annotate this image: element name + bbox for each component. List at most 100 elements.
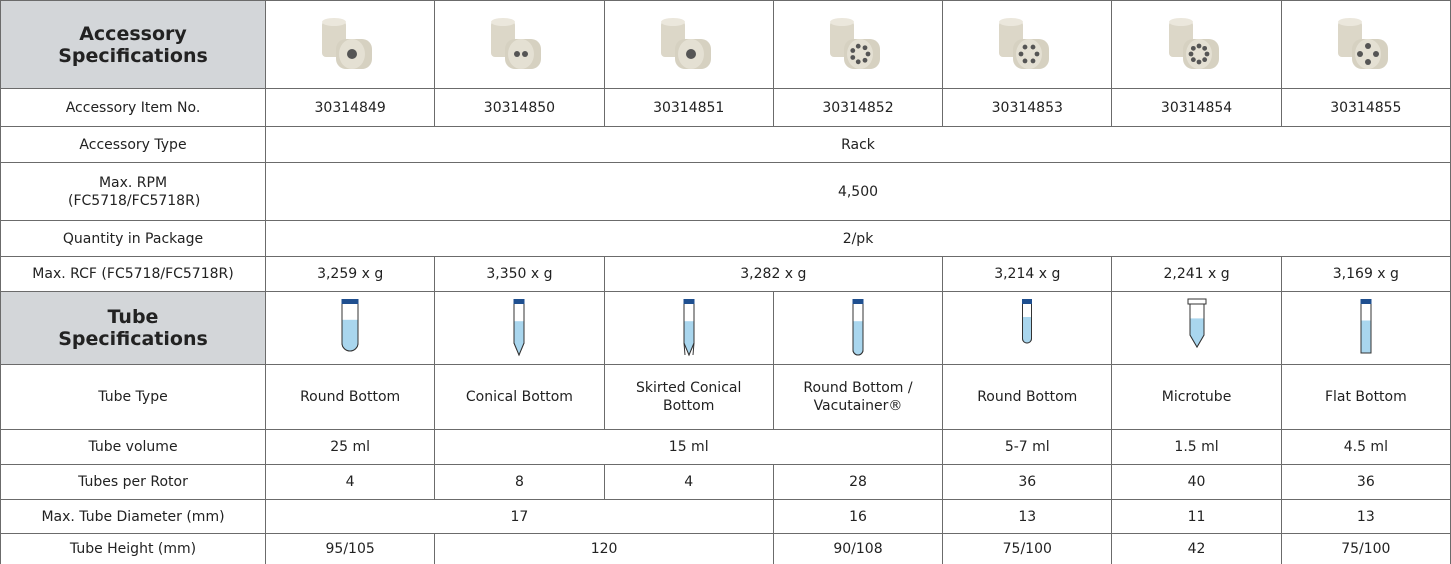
tube-image — [772, 291, 944, 365]
tube-cap — [513, 299, 525, 304]
tube-liquid — [1189, 318, 1204, 347]
cell-text: Round Bottom / Vacutainer® — [803, 380, 913, 414]
hole — [1196, 59, 1201, 64]
tube-liquid — [514, 321, 525, 355]
hole — [1030, 58, 1036, 63]
cell: 16 — [772, 499, 944, 534]
hole — [1190, 56, 1196, 62]
hole — [862, 57, 868, 63]
section-title-text: Tube Specifications — [58, 306, 208, 350]
tube-header-row: Tube Specifications — [0, 291, 1451, 365]
rack-face — [1016, 38, 1043, 69]
hole — [522, 50, 529, 57]
row-label: Quantity in Package — [0, 220, 266, 257]
section-title: Accessory Specifications — [0, 0, 266, 89]
hole — [865, 51, 871, 56]
hole — [1018, 51, 1024, 56]
row: Tube Height (mm) 95/105 120 90/108 75/10… — [0, 533, 1451, 564]
cell: 30314853 — [942, 88, 1113, 127]
cell: 30314850 — [434, 88, 605, 127]
rack-image — [1111, 0, 1282, 89]
cell: 3,282 x g — [603, 256, 944, 292]
row: Accessory Item No. 30314849 30314850 303… — [0, 88, 1451, 127]
cell: Skirted Conical Bottom — [603, 364, 774, 430]
cell: 95/105 — [264, 533, 436, 564]
tube-icon — [341, 299, 359, 352]
tube-icon — [683, 299, 695, 357]
cell: 3,169 x g — [1280, 256, 1451, 292]
cell: 30314854 — [1111, 88, 1282, 127]
tube-liquid — [852, 321, 863, 355]
cell: 25 ml — [264, 429, 436, 465]
cell: 36 — [942, 464, 1113, 500]
cell: Round Bottom — [942, 364, 1113, 430]
cell: 17 — [265, 499, 774, 534]
cell: 4,500 — [265, 162, 1451, 221]
tube-icon — [852, 299, 864, 356]
row: Max. RCF (FC5718/FC5718R) 3,259 x g 3,35… — [0, 256, 1451, 292]
tube-liquid — [342, 319, 359, 351]
cell: 30314851 — [603, 88, 774, 127]
rack-icon — [999, 17, 1050, 69]
tube-cap — [1022, 299, 1033, 304]
cell: 4 — [264, 464, 436, 500]
hole — [1364, 42, 1371, 49]
row: Tube Type Round Bottom Conical Bottom Sk… — [0, 364, 1451, 430]
tube-icon — [1360, 299, 1372, 354]
cell: 75/100 — [1280, 533, 1451, 564]
hole — [685, 48, 696, 59]
cell: 42 — [1111, 533, 1282, 564]
cell: 30314852 — [772, 88, 944, 127]
hole — [1022, 44, 1028, 49]
row: Tubes per Rotor 4 8 4 28 36 40 36 — [0, 464, 1451, 500]
section-title: Tube Specifications — [0, 291, 266, 365]
hole — [1364, 58, 1371, 65]
cell: 30314849 — [264, 88, 436, 127]
row-label: Max. RCF (FC5718/FC5718R) — [0, 256, 266, 292]
cell: 3,350 x g — [434, 256, 605, 292]
rack-image — [942, 0, 1113, 89]
rack-face — [508, 38, 535, 69]
cell: Rack — [265, 126, 1451, 163]
rack-icon — [660, 17, 711, 69]
hole — [1190, 45, 1196, 51]
cell: 5-7 ml — [942, 429, 1113, 465]
cell: 28 — [772, 464, 944, 500]
hole — [1201, 56, 1207, 62]
hole — [1030, 44, 1036, 49]
cell: 90/108 — [772, 533, 944, 564]
rack-top — [322, 17, 347, 26]
hole — [855, 43, 861, 49]
cell: 4.5 ml — [1280, 429, 1451, 465]
cell: 3,214 x g — [942, 256, 1113, 292]
hole — [514, 50, 521, 57]
tube-cap — [852, 299, 864, 304]
row-label: Max. Tube Diameter (mm) — [0, 499, 266, 534]
row: Max. Tube Diameter (mm) 17 16 13 11 13 — [0, 499, 1451, 534]
hole — [855, 58, 861, 64]
tube-liquid — [1022, 317, 1032, 343]
rack-icon — [491, 17, 542, 69]
row-label-text: Max. RPM (FC5718/FC5718R) — [68, 174, 201, 209]
cell: 30314855 — [1280, 88, 1451, 127]
cell: 2/pk — [265, 220, 1451, 257]
row: Max. RPM (FC5718/FC5718R) 4,500 — [0, 162, 1451, 221]
rack-icon — [829, 17, 880, 69]
hole — [1201, 45, 1207, 51]
row-label: Max. RPM (FC5718/FC5718R) — [0, 162, 266, 221]
tube-cap — [1187, 298, 1207, 305]
tube-skirt — [683, 342, 695, 356]
row-label: Tubes per Rotor — [0, 464, 266, 500]
cell: Round Bottom / Vacutainer® — [772, 364, 944, 430]
tube-cap — [683, 299, 695, 304]
tube-icon — [1022, 299, 1033, 344]
row: Quantity in Package 2/pk — [0, 220, 1451, 257]
tube-image — [434, 291, 605, 365]
rack-top — [999, 17, 1024, 26]
rack-image — [1280, 0, 1451, 89]
rack-image — [264, 0, 436, 89]
cell: 36 — [1280, 464, 1451, 500]
row-label: Tube Height (mm) — [0, 533, 266, 564]
